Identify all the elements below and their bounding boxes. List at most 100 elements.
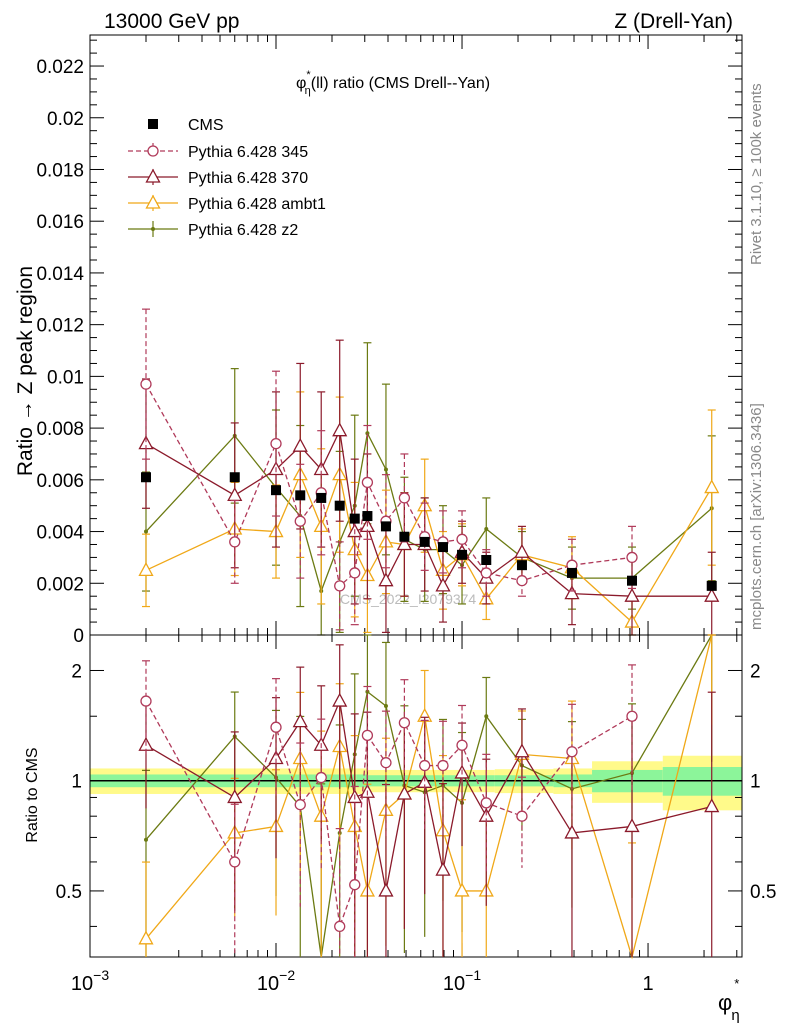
ratio-point-pythia-6-428-z2 <box>143 837 148 842</box>
legend-label-pythia-6-428-345: Pythia 6.428 345 <box>188 144 308 161</box>
ratio-point-pythia-6-428-370 <box>435 861 451 876</box>
ratio-point-pythia-6-428-370 <box>624 818 640 833</box>
point-pythia-6-428-345 <box>349 567 361 579</box>
y-tick-label: 0.016 <box>36 212 84 233</box>
point-pythia-6-428-345 <box>361 476 374 489</box>
main-title: φ* η(ll) ratio (CMS Drell--Yan) <box>296 69 490 97</box>
ratio-point-pythia-6-428-370 <box>564 824 580 839</box>
y-tick-label: 0.006 <box>36 471 84 492</box>
ratio-point-pythia-6-428-ambt1 <box>454 882 470 897</box>
ratio-point-pythia-6-428-z2 <box>484 714 489 719</box>
ratio-point-pythia-6-428-345 <box>361 729 374 742</box>
x-axis-label: φ* η <box>718 976 740 1024</box>
ratio-point-pythia-6-428-370 <box>332 692 348 707</box>
point-pythia-6-428-345 <box>626 551 638 564</box>
series-line-pythia-6-428-z2 <box>145 431 713 594</box>
y-tick-label: 0.01 <box>47 367 84 388</box>
ratio-point-pythia-6-428-z2 <box>365 689 370 694</box>
ratio-y-tick-label-right: 0.5 <box>750 882 776 903</box>
point-cms <box>516 560 527 571</box>
x-tick-base: 10 <box>71 973 93 995</box>
ratio-bands <box>90 755 742 811</box>
point-cms <box>349 513 360 524</box>
point-pythia-6-428-370 <box>292 437 308 452</box>
point-pythia-6-428-370 <box>514 543 530 558</box>
title-rest: (ll) ratio (CMS Drell--Yan) <box>311 75 490 92</box>
point-pythia-6-428-345 <box>480 567 492 579</box>
point-cms <box>334 500 345 511</box>
y-tick-label: 0.012 <box>36 316 84 337</box>
point-cms <box>419 536 430 547</box>
point-pythia-6-428-345 <box>398 492 411 504</box>
point-cms <box>706 580 717 591</box>
ratio-point-pythia-6-428-ambt1 <box>138 930 154 945</box>
title-eta: η <box>305 85 311 97</box>
point-cms <box>627 575 638 586</box>
ratio-y-tick-label: 1 <box>71 772 82 793</box>
ratio-point-pythia-6-428-345 <box>437 759 449 772</box>
point-cms <box>362 511 373 522</box>
ratio-point-pythia-6-428-345 <box>480 797 492 809</box>
ratio-point-pythia-6-428-370 <box>514 743 530 758</box>
title-star: * <box>306 69 311 81</box>
point-cms <box>566 567 577 578</box>
legend-label-cms: CMS <box>188 117 224 134</box>
point-pythia-6-428-370 <box>396 536 412 551</box>
point-pythia-6-428-345 <box>270 437 282 450</box>
x-tick-exponent: −3 <box>93 967 109 983</box>
x-tick-base: 10 <box>257 973 279 995</box>
y-tick-label: 0.008 <box>36 419 84 440</box>
x-tick-label: 1 <box>642 973 653 995</box>
series-line-pythia-6-428-370 <box>145 428 712 597</box>
y-tick-label: 0 <box>73 626 84 647</box>
ratio-y-tick-label: 0.5 <box>56 882 82 903</box>
x-tick-label: 10−1 <box>443 967 481 995</box>
ratio-point-pythia-6-428-345 <box>140 695 152 707</box>
ratio-point-pythia-6-428-345 <box>456 739 468 751</box>
x-tick-label: 10−3 <box>71 967 109 995</box>
point-cms <box>271 485 282 496</box>
y-tick-label: 0.002 <box>36 574 84 595</box>
point-cms <box>457 549 468 560</box>
ratio-point-pythia-6-428-345 <box>380 757 392 769</box>
main-axes: 0 0.002 0.004 0.006 0.008 0.01 0.012 0.014 0.016… <box>36 34 743 647</box>
legend-marker-pythia-6-428-370 <box>145 168 161 183</box>
point-cms <box>481 555 492 565</box>
point-cms <box>140 472 151 483</box>
ratio-point-pythia-6-428-370 <box>292 713 308 728</box>
point-cms <box>295 490 306 501</box>
ratio-plot: Ratio to CMS 0.5 0.51 12 210−3 10−2 10−1 1 <box>24 634 776 995</box>
rivet-label: Rivet 3.1.10, ≥ 100k events <box>748 83 765 265</box>
ratio-point-pythia-6-428-345 <box>516 810 528 822</box>
point-pythia-6-428-370 <box>564 585 580 600</box>
point-cms <box>380 521 391 532</box>
point-cms <box>316 492 327 503</box>
ratio-point-pythia-6-428-370 <box>704 798 720 813</box>
title-phi: φ <box>296 75 306 92</box>
ratio-point-pythia-6-428-370 <box>378 882 394 897</box>
point-pythia-6-428-345 <box>334 580 346 592</box>
series-line-pythia-6-428-345 <box>145 383 633 588</box>
ratio-y-tick-label: 2 <box>71 661 82 682</box>
point-pythia-6-428-ambt1 <box>138 561 154 576</box>
x-tick-base: 1 <box>642 973 653 995</box>
main-plot: Ratio → Z peak region CMS_2022_I2079374 … <box>14 34 743 647</box>
point-pythia-6-428-345 <box>140 378 152 390</box>
ratio-frame <box>89 634 743 958</box>
point-cms <box>437 542 448 553</box>
point-pythia-6-428-370 <box>378 572 394 587</box>
y-tick-label: 0.018 <box>36 160 84 181</box>
legend: CMS Pythia 6.428 345 Pythia 6.428 370 Pythi… <box>128 117 326 239</box>
point-pythia-6-428-370 <box>704 587 720 602</box>
point-pythia-6-428-370 <box>227 486 243 501</box>
main-series <box>138 308 720 636</box>
point-pythia-6-428-345 <box>294 515 306 527</box>
ratio-point-pythia-6-428-345 <box>419 759 431 772</box>
legend-label-pythia-6-428-z2: Pythia 6.428 z2 <box>188 222 298 239</box>
x-tick-label: 10−2 <box>257 967 295 995</box>
y-tick-label: 0.014 <box>36 264 84 285</box>
point-pythia-6-428-z2 <box>365 431 370 436</box>
x-tick-base: 10 <box>443 973 465 995</box>
ratio-point-pythia-6-428-345 <box>270 721 282 733</box>
